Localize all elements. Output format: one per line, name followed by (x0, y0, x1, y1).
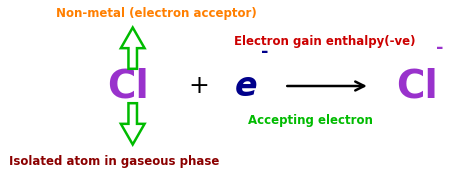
Text: Isolated atom in gaseous phase: Isolated atom in gaseous phase (9, 155, 220, 168)
Text: e: e (235, 69, 258, 103)
Text: Cl: Cl (396, 67, 438, 105)
Text: Electron gain enthalpy(-ve): Electron gain enthalpy(-ve) (234, 35, 415, 48)
Text: -: - (261, 43, 268, 61)
Text: +: + (189, 74, 210, 98)
Text: Non-metal (electron acceptor): Non-metal (electron acceptor) (56, 7, 257, 20)
Text: Accepting electron: Accepting electron (248, 114, 373, 127)
Text: Cl: Cl (107, 67, 149, 105)
Text: -: - (436, 39, 444, 57)
